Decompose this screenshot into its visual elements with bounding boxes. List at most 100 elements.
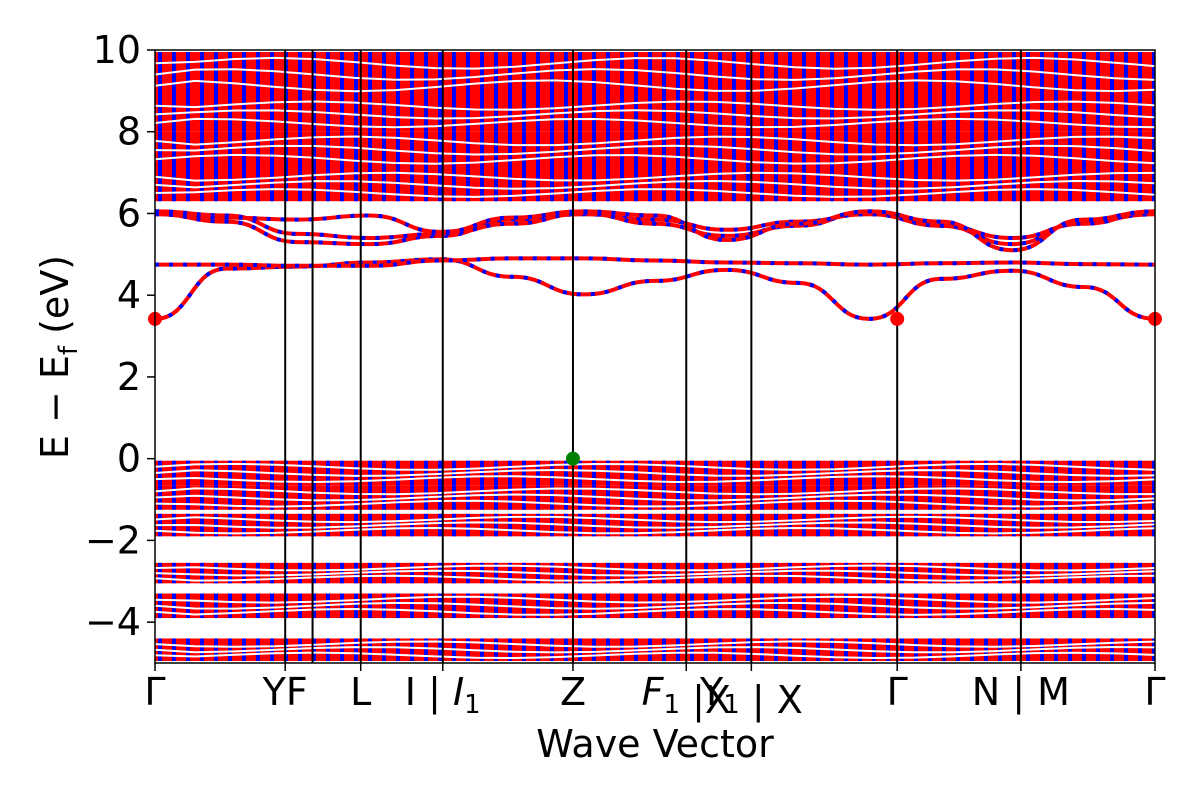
band-manifold-stripe: [690, 168, 694, 202]
band-manifold-stripe: [1110, 52, 1114, 97]
y-axis-label-main: E − E: [33, 355, 77, 459]
band-manifold-stripe: [382, 460, 386, 486]
band-manifold-stripe: [438, 131, 442, 169]
band-manifold-stripe: [606, 513, 610, 537]
band-manifold-stripe: [256, 485, 260, 510]
y-axis-label: E − Ef (eV): [33, 255, 84, 459]
band-manifold-stripe: [606, 96, 610, 132]
band-manifold-stripe: [886, 168, 890, 202]
band-manifold-stripe: [200, 638, 204, 661]
band-manifold-stripe: [270, 131, 274, 169]
y-tick-label: 8: [117, 110, 141, 154]
band-manifold-stripe: [214, 96, 218, 132]
band-gap-line: [155, 179, 1155, 190]
band-manifold-stripe: [592, 52, 596, 97]
band-manifold-stripe: [956, 460, 960, 486]
band-manifold-stripe: [368, 593, 372, 619]
band-manifold-stripe: [648, 485, 652, 510]
x-tick-label-part: |X: [680, 678, 731, 723]
band-manifold-stripe: [872, 131, 876, 169]
band-manifold-stripe: [354, 513, 358, 537]
band-manifold-stripe: [256, 593, 260, 619]
band-manifold-stripe: [508, 513, 512, 537]
band-manifold-stripe: [774, 638, 778, 661]
band-manifold-stripe: [620, 96, 624, 132]
band-manifold-stripe: [452, 52, 456, 97]
x-tick-label-part: N | M: [972, 670, 1070, 715]
band-manifold-stripe: [928, 168, 932, 202]
band-manifold-stripe: [732, 593, 736, 619]
band-manifold-stripe: [494, 96, 498, 132]
band-manifold-stripe: [858, 562, 862, 584]
band-manifold-stripe: [452, 562, 456, 584]
band-manifold-stripe: [494, 562, 498, 584]
band-gap-line: [155, 645, 1155, 654]
band-manifold-stripe: [858, 131, 862, 169]
band-manifold-stripe: [452, 513, 456, 537]
band-manifold-stripe: [774, 52, 778, 97]
band-manifold-stripe: [340, 168, 344, 202]
band-manifold-stripe: [1138, 485, 1142, 510]
band-gap-line: [155, 100, 1155, 111]
band-manifold-stripe: [242, 52, 246, 97]
band-manifold-stripe: [550, 485, 554, 510]
band-manifold-stripe: [396, 168, 400, 202]
band-gap-line: [155, 499, 1155, 508]
band-manifold-stripe: [256, 96, 260, 132]
band-manifold-stripe: [396, 460, 400, 486]
band-manifold-stripe: [802, 562, 806, 584]
band-manifold-stripe: [228, 593, 232, 619]
band-manifold-stripe: [760, 485, 764, 510]
band-manifold-stripe: [424, 460, 428, 486]
band-gap-line: [155, 493, 1155, 502]
band-manifold-stripe: [536, 593, 540, 619]
band-manifold-stripe: [620, 131, 624, 169]
band-manifold-stripe: [326, 638, 330, 661]
x-tick-label-part: I: [453, 670, 464, 714]
band-manifold-stripe: [592, 562, 596, 584]
band-manifold-stripe: [942, 593, 946, 619]
band-line-up: [155, 256, 1155, 268]
band-manifold-stripe: [186, 460, 190, 486]
band-manifold-stripe: [1040, 131, 1044, 169]
band-manifold-stripe: [662, 562, 666, 584]
band-manifold-stripe: [186, 562, 190, 584]
band-manifold-stripe: [746, 638, 750, 661]
band-manifold-stripe: [228, 52, 232, 97]
band-manifold-stripe: [1068, 638, 1072, 661]
band-manifold-stripe: [816, 96, 820, 132]
band-manifold-stripe: [718, 485, 722, 510]
band-manifold-stripe: [942, 52, 946, 97]
band-manifold-stripe: [410, 593, 414, 619]
band-manifold-stripe: [690, 638, 694, 661]
band-manifold-stripe: [1082, 52, 1086, 97]
band-manifold-stripe: [242, 460, 246, 486]
band-manifold-stripe: [1110, 131, 1114, 169]
band-manifold-stripe: [998, 593, 1002, 619]
band-manifold-stripe: [298, 52, 302, 97]
band-manifold-stripe: [1040, 52, 1044, 97]
band-manifold-stripe: [956, 593, 960, 619]
band-manifold-stripe: [424, 638, 428, 661]
band-manifold-stripe: [480, 52, 484, 97]
band-manifold-stripe: [256, 168, 260, 202]
band-manifold-stripe: [424, 52, 428, 97]
band-manifold-stripe: [774, 485, 778, 510]
band-manifold-stripe: [956, 638, 960, 661]
band-manifold-stripe: [620, 593, 624, 619]
band-manifold-stripe: [858, 52, 862, 97]
band-manifold-stripe: [466, 562, 470, 584]
band-manifold-stripe: [1068, 460, 1072, 486]
band-manifold-stripe: [676, 96, 680, 132]
band-manifold-stripe: [186, 593, 190, 619]
band-manifold-stripe: [760, 638, 764, 661]
band-manifold-stripe: [704, 131, 708, 169]
band-manifold-stripe: [172, 168, 176, 202]
band-manifold-stripe: [424, 513, 428, 537]
band-manifold-stripe: [1040, 168, 1044, 202]
band-manifold-stripe: [424, 96, 428, 132]
band-manifold-stripe: [1054, 562, 1058, 584]
band-manifold-stripe: [1040, 562, 1044, 584]
band-manifold-stripe: [1152, 485, 1155, 510]
